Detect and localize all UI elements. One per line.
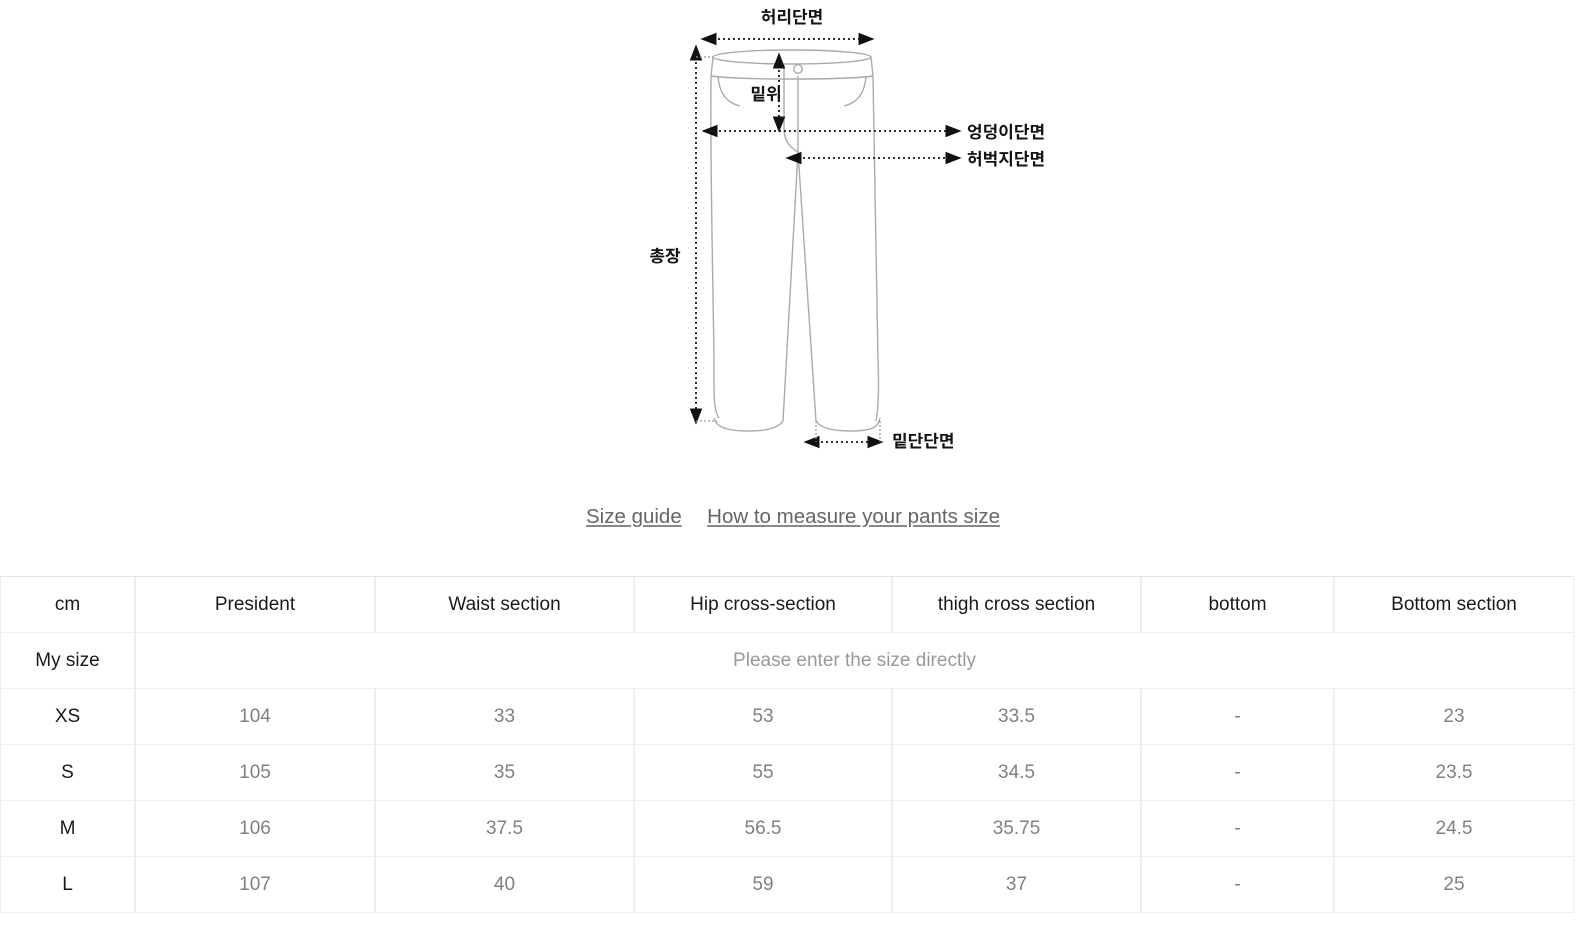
- svg-text:허벅지단면: 허벅지단면: [967, 145, 1045, 170]
- svg-text:밑위: 밑위: [750, 80, 781, 105]
- svg-text:총장: 총장: [649, 242, 681, 267]
- svg-text:허리단면: 허리단면: [761, 3, 824, 28]
- svg-text:엉덩이단면: 엉덩이단면: [967, 118, 1045, 143]
- svg-text:밑단단면: 밑단단면: [892, 427, 955, 452]
